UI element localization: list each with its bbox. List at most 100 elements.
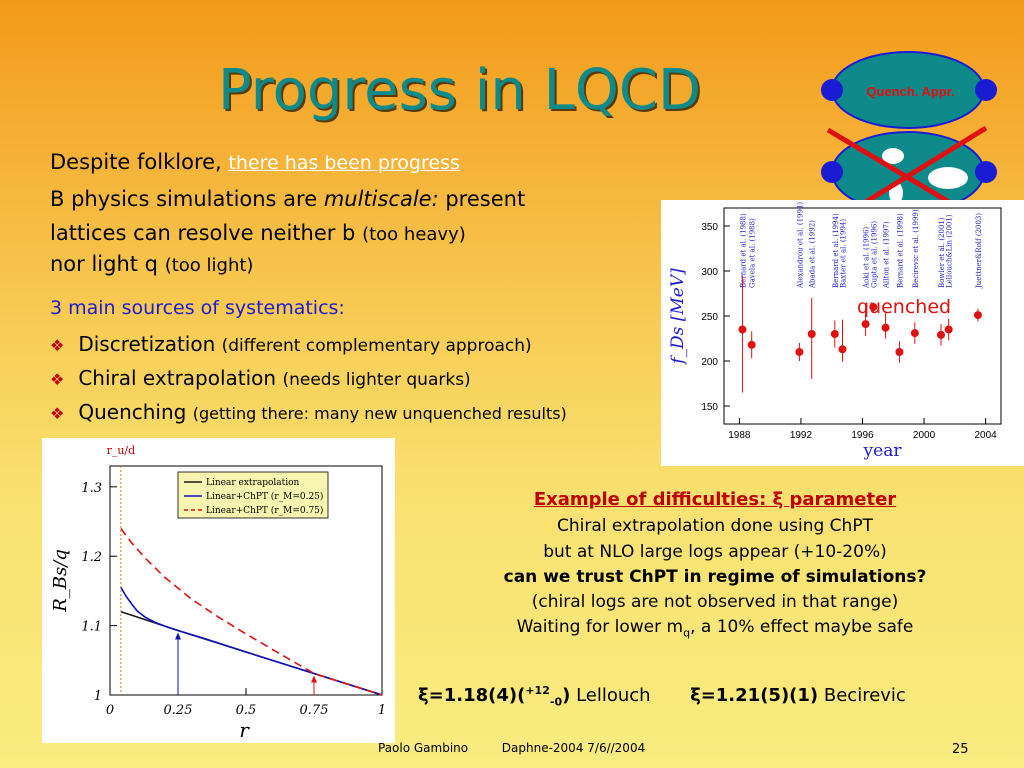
bullet-diamond-icon: ❖ <box>50 370 65 389</box>
x-axis-label: r <box>239 718 250 742</box>
reference-label: Bowler et al. (2001) <box>938 217 946 288</box>
line4-a: nor light q <box>50 252 165 276</box>
x-tick-label: 1992 <box>790 430 813 441</box>
y-axis-label: R_Bs/q <box>50 549 71 613</box>
line3-a: lattices can resolve neither b <box>50 221 363 245</box>
example-line-1: Chiral extrapolation done using ChPT <box>557 516 873 536</box>
line2-a: B physics simulations are <box>50 187 324 211</box>
x-tick-label: 1996 <box>851 430 874 441</box>
reference-label: Aoki et al. (1996) <box>863 226 871 289</box>
quenched-label: quenched <box>857 296 952 318</box>
bullet-diamond-icon: ❖ <box>50 404 65 423</box>
reference-label: Gavela et al. (1988) <box>749 218 757 288</box>
marker-arrowhead <box>311 675 317 683</box>
data-point <box>944 325 953 334</box>
result1-sub: -0 <box>549 695 563 709</box>
y-tick-label: 1.2 <box>81 550 102 565</box>
result1-a: ξ=1.18(4)( <box>418 685 526 706</box>
y-tick-label: 150 <box>701 402 718 413</box>
x-tick-label: 0.25 <box>164 703 193 718</box>
example-line-3: (chiral logs are not observed in that ra… <box>531 592 899 612</box>
line2-c: present <box>438 187 526 211</box>
x-tick-label: 0.5 <box>236 703 257 718</box>
line-multiscale: B physics simulations are multiscale: pr… <box>50 187 525 211</box>
result1-sup: +12 <box>525 684 550 697</box>
x-axis-label: year <box>863 441 903 461</box>
line-light: nor light q (too light) <box>50 252 253 276</box>
sources-heading: 3 main sources of systematics: <box>50 297 345 319</box>
result1-b: ) <box>562 685 571 706</box>
bullet-discretization: ❖ Discretization (different complementary… <box>50 332 532 356</box>
page-number: 25 <box>952 742 969 757</box>
example-title: Example of difficulties: ξ parameter <box>533 489 897 510</box>
example-line-mq: Waiting for lower mq, a 10% effect maybe… <box>440 617 990 639</box>
top-label: r_u/d <box>107 444 136 457</box>
data-point <box>807 330 816 338</box>
example-line-2: but at NLO large logs appear (+10-20%) <box>543 542 887 562</box>
reference-label: Allton et al. (1997) <box>883 221 891 289</box>
bullet-chiral: ❖ Chiral extrapolation (needs lighter qua… <box>50 366 471 390</box>
x-tick-label: 0.75 <box>300 703 329 718</box>
line4-b: (too light) <box>164 255 254 276</box>
y-tick-label: 300 <box>701 267 718 278</box>
x-tick-label: 2004 <box>974 430 997 441</box>
result2-name: Becirevic <box>818 685 906 706</box>
slide-title: Progress in LQCD <box>218 58 702 123</box>
reference-label: Bernard et al. (1994) <box>832 213 840 288</box>
data-point <box>895 348 904 356</box>
y-tick-label: 200 <box>701 357 718 368</box>
x-tick-label: 0 <box>106 703 114 718</box>
result1-name: Lellouch <box>570 685 651 706</box>
data-point <box>738 325 747 334</box>
legend-label: Linear+ChPT (r_M=0.75) <box>206 505 323 516</box>
fds-chart: 150 200 250 300 350 1988 1992 1996 2000 2004 year f… <box>668 202 1002 461</box>
example-block: Example of difficulties: ξ parameter Chi… <box>440 489 990 639</box>
badge-label: Quench. Appr. <box>866 84 955 99</box>
series-line <box>120 528 383 696</box>
mq-post: , a 10% effect maybe safe <box>690 617 914 637</box>
bullet-note: (needs lighter quarks) <box>282 370 471 390</box>
data-point <box>881 323 890 332</box>
bullet-note: (different complementary approach) <box>221 336 532 356</box>
line-lattices: lattices can resolve neither b (too heav… <box>50 221 466 245</box>
reference-label: Becirevic et al. (1999) <box>912 209 920 288</box>
data-point <box>910 329 919 338</box>
data-point <box>869 303 878 311</box>
line2-b: multiscale: <box>323 187 439 211</box>
bullet-main: Quenching <box>78 400 193 424</box>
reference-label: Bernard et al. (1998) <box>896 213 904 288</box>
x-tick-label: 2000 <box>913 430 936 441</box>
y-tick-label: 250 <box>701 312 718 323</box>
line-folklore: Despite folklore, there has been progres… <box>50 150 460 174</box>
bullet-diamond-icon: ❖ <box>50 336 65 355</box>
y-tick-label: 1.1 <box>81 620 102 635</box>
mq-sub: q <box>683 626 691 640</box>
footer-author: Paolo Gambino <box>378 741 469 755</box>
example-bold: can we trust ChPT in regime of simulatio… <box>503 567 927 587</box>
quench-badge-graphic <box>821 51 997 224</box>
marker-arrowhead <box>175 632 181 640</box>
bullet-quenching: ❖ Quenching (getting there: many new unqu… <box>50 400 567 424</box>
progress-link[interactable]: there has been progress <box>228 152 460 174</box>
data-point <box>973 311 982 320</box>
mq-pre: Waiting for lower m <box>516 617 684 637</box>
x-tick-label: 1 <box>378 703 386 718</box>
ratio-chart: 1 1.1 1.2 1.3 0 0.25 0.5 0.75 1 r R_Bs/q r_u/d Linea… <box>50 444 386 742</box>
series-line <box>120 586 383 696</box>
legend-box <box>177 471 329 519</box>
reference-label: Gupta et al. (1996) <box>870 221 878 288</box>
y-tick-label: 1 <box>94 689 102 704</box>
bullet-main: Discretization <box>78 332 222 356</box>
y-tick-label: 1.3 <box>81 481 102 496</box>
line3-b: (too heavy) <box>362 224 466 245</box>
footer-conf: Daphne-2004 7/6//2004 <box>501 741 646 755</box>
reference-label: Alexandrou et al. (1991) <box>796 202 804 289</box>
y-tick-label: 350 <box>701 222 718 233</box>
data-point <box>838 345 847 354</box>
fds-chart-box: 150 200 250 300 350 1988 1992 1996 2000 2004 year f… <box>661 200 1024 466</box>
data-point <box>795 348 804 356</box>
results-line: ξ=1.18(4)(+12-0) Lellouch ξ=1.21(5)(1) B… <box>418 684 906 709</box>
data-point <box>861 320 870 329</box>
ratio-chart-box: 1 1.1 1.2 1.3 0 0.25 0.5 0.75 1 r R_Bs/q r_u/d Linea… <box>42 438 395 743</box>
reference-label: Lellouch&Lin (2001) <box>946 214 954 288</box>
